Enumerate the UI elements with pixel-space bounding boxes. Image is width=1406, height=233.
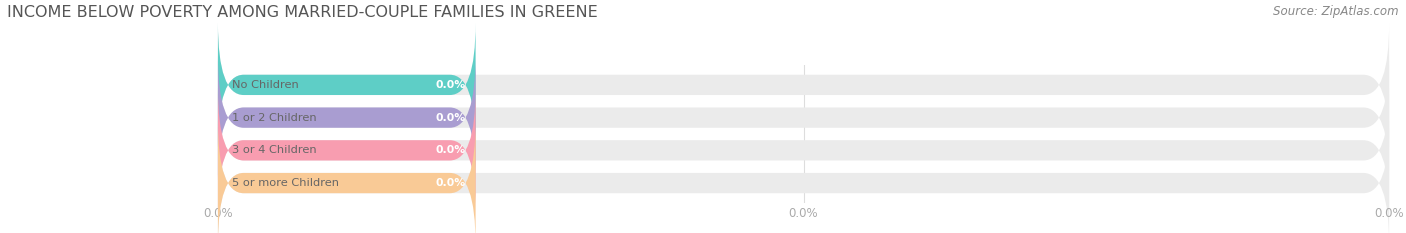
Text: 3 or 4 Children: 3 or 4 Children: [232, 145, 316, 155]
FancyBboxPatch shape: [218, 121, 475, 233]
Text: No Children: No Children: [232, 80, 298, 90]
FancyBboxPatch shape: [218, 56, 1389, 179]
FancyBboxPatch shape: [218, 56, 475, 179]
Text: 5 or more Children: 5 or more Children: [232, 178, 339, 188]
FancyBboxPatch shape: [218, 23, 1389, 147]
FancyBboxPatch shape: [218, 23, 475, 147]
FancyBboxPatch shape: [218, 89, 475, 212]
Text: 1 or 2 Children: 1 or 2 Children: [232, 113, 316, 123]
Text: INCOME BELOW POVERTY AMONG MARRIED-COUPLE FAMILIES IN GREENE: INCOME BELOW POVERTY AMONG MARRIED-COUPL…: [7, 5, 598, 20]
FancyBboxPatch shape: [218, 89, 1389, 212]
Text: Source: ZipAtlas.com: Source: ZipAtlas.com: [1274, 5, 1399, 18]
Text: 0.0%: 0.0%: [436, 80, 467, 90]
Text: 0.0%: 0.0%: [436, 178, 467, 188]
FancyBboxPatch shape: [218, 121, 1389, 233]
Text: 0.0%: 0.0%: [436, 113, 467, 123]
Text: 0.0%: 0.0%: [436, 145, 467, 155]
